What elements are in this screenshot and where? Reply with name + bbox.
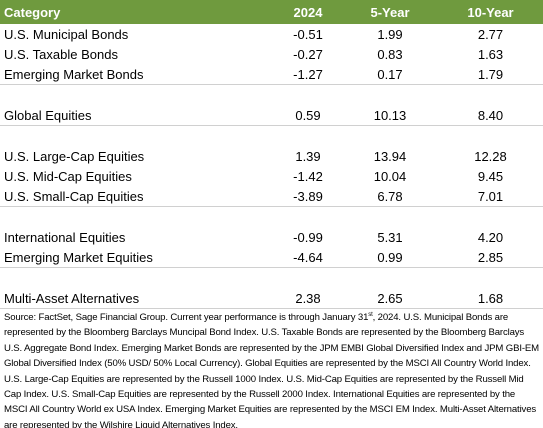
spacer-cell — [0, 126, 274, 147]
data-row: U.S. Taxable Bonds -0.27 0.83 1.63 — [0, 44, 543, 64]
category-cell: U.S. Municipal Bonds — [4, 26, 129, 42]
value-cell: 5.31 — [377, 229, 403, 245]
category-cell: International Equities — [4, 229, 126, 245]
spacer-row — [0, 207, 543, 228]
data-row: Emerging Market Equities -4.64 0.99 2.85 — [0, 247, 543, 268]
value-cell: 8.40 — [438, 105, 543, 126]
value-cell: 12.28 — [474, 148, 507, 164]
value-cell: -0.27 — [293, 46, 323, 62]
category-cell: Emerging Market Bonds — [0, 64, 274, 85]
footnote-text: , 2024. U.S. Municipal Bonds are represe… — [4, 312, 539, 428]
data-row: Global Equities 0.59 10.13 8.40 — [0, 105, 543, 126]
spacer-cell — [274, 207, 342, 228]
value-cell: -0.99 — [293, 229, 323, 245]
value-cell: 1.99 — [377, 26, 403, 42]
category-cell: U.S. Mid-Cap Equities — [4, 168, 132, 184]
spacer-cell — [438, 207, 543, 228]
footnote: Source: FactSet, Sage Financial Group. C… — [0, 309, 543, 428]
value-cell: 10.04 — [373, 168, 407, 184]
spacer-row — [0, 85, 543, 106]
value-cell: 1.79 — [438, 64, 543, 85]
value-cell: 0.17 — [342, 64, 438, 85]
category-cell: Multi-Asset Alternatives — [0, 288, 274, 309]
header-cell: Category — [0, 0, 274, 24]
value-cell: -1.27 — [274, 64, 342, 85]
value-cell: 0.99 — [342, 247, 438, 268]
spacer-cell — [438, 85, 543, 106]
value-cell: 1.39 — [295, 148, 321, 164]
spacer-cell — [274, 85, 342, 106]
value-cell: -0.51 — [293, 26, 323, 42]
returns-table: Category 2024 5-Year 10-Year U.S. Municipal… — [0, 0, 543, 309]
spacer-cell — [438, 126, 543, 147]
spacer-cell — [342, 126, 438, 147]
value-cell: 2.77 — [477, 26, 504, 42]
data-row: U.S. Small-Cap Equities -3.89 6.78 7.01 — [0, 186, 543, 207]
category-cell: U.S. Small-Cap Equities — [0, 186, 274, 207]
value-cell: 7.01 — [438, 186, 543, 207]
spacer-cell — [342, 207, 438, 228]
header-row: Category 2024 5-Year 10-Year — [0, 0, 543, 24]
data-row: Emerging Market Bonds -1.27 0.17 1.79 — [0, 64, 543, 85]
category-cell: U.S. Large-Cap Equities — [4, 148, 145, 164]
header-cell: 10-Year — [438, 0, 543, 24]
category-cell: Global Equities — [0, 105, 274, 126]
category-cell: Emerging Market Equities — [0, 247, 274, 268]
spacer-cell — [0, 207, 274, 228]
value-cell: 6.78 — [342, 186, 438, 207]
spacer-cell — [342, 85, 438, 106]
value-cell: 0.83 — [377, 46, 403, 62]
value-cell: 2.65 — [342, 288, 438, 309]
data-row: U.S. Large-Cap Equities 1.39 13.94 12.28 — [0, 146, 543, 166]
value-cell: 2.85 — [438, 247, 543, 268]
spacer-cell — [0, 85, 274, 106]
value-cell: -4.64 — [274, 247, 342, 268]
value-cell: 2.38 — [274, 288, 342, 309]
category-cell: U.S. Taxable Bonds — [4, 46, 118, 62]
value-cell: 9.45 — [477, 168, 504, 184]
value-cell: 4.20 — [477, 229, 504, 245]
data-row: Multi-Asset Alternatives 2.38 2.65 1.68 — [0, 288, 543, 309]
spacer-row — [0, 126, 543, 147]
footnote-superscript: st — [368, 311, 373, 318]
spacer-cell — [342, 268, 438, 289]
data-row: U.S. Municipal Bonds -0.51 1.99 2.77 — [0, 24, 543, 44]
footnote-text: Source: FactSet, Sage Financial Group. C… — [4, 312, 369, 323]
spacer-cell — [0, 268, 274, 289]
value-cell: 1.68 — [438, 288, 543, 309]
spacer-cell — [438, 268, 543, 289]
spacer-cell — [274, 126, 342, 147]
spacer-row — [0, 268, 543, 289]
value-cell: 0.59 — [274, 105, 342, 126]
header-cell: 5-Year — [342, 0, 438, 24]
spacer-cell — [274, 268, 342, 289]
value-cell: -1.42 — [293, 168, 323, 184]
header-cell: 2024 — [274, 0, 342, 24]
value-cell: 10.13 — [342, 105, 438, 126]
data-row: International Equities -0.99 5.31 4.20 — [0, 227, 543, 247]
value-cell: 1.63 — [477, 46, 504, 62]
value-cell: 13.94 — [373, 148, 407, 164]
data-row: U.S. Mid-Cap Equities -1.42 10.04 9.45 — [0, 166, 543, 186]
value-cell: -3.89 — [274, 186, 342, 207]
